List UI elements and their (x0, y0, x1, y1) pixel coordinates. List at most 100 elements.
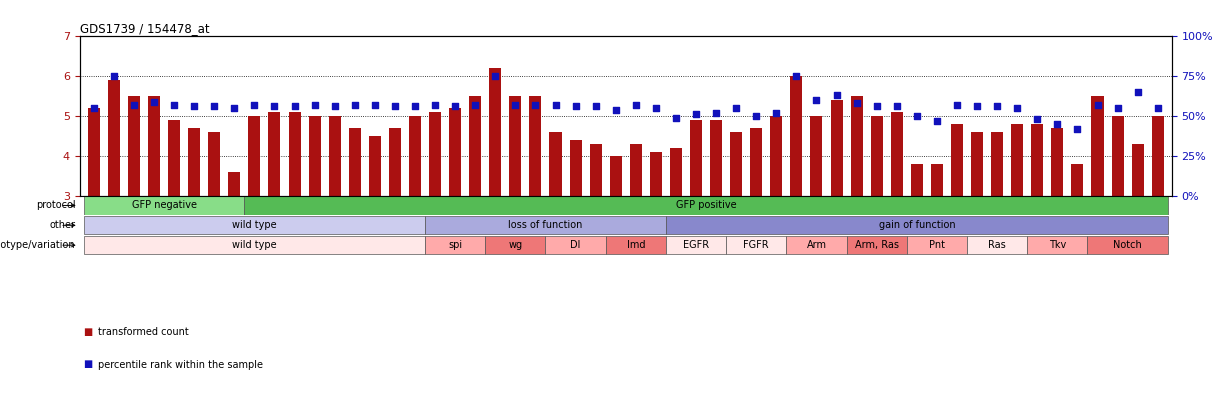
Point (606, 107, 626, 113)
Bar (730, 132, 742, 315)
Text: ■: ■ (83, 360, 93, 369)
Bar (348, 128, 361, 315)
Text: ■: ■ (83, 327, 93, 337)
Point (304, 102, 324, 108)
Point (806, 97, 826, 103)
Point (647, 105, 666, 111)
Point (626, 102, 645, 108)
Bar (690, 120, 702, 315)
Bar (128, 96, 140, 315)
Bar (1152, 116, 1163, 315)
Bar (168, 120, 180, 315)
Point (104, 73, 124, 79)
Text: loss of function: loss of function (508, 220, 583, 230)
Bar (790, 76, 802, 315)
Point (666, 114, 686, 121)
Point (988, 103, 1007, 110)
Text: GDS1739 / 154478_at: GDS1739 / 154478_at (80, 22, 210, 35)
Text: Ras: Ras (988, 240, 1006, 250)
Bar (847, 236, 907, 254)
Point (1148, 105, 1168, 111)
Text: protocol: protocol (36, 200, 75, 211)
Text: Imd: Imd (627, 240, 645, 250)
Text: EGFR: EGFR (683, 240, 709, 250)
Point (405, 103, 425, 110)
Point (907, 113, 926, 119)
Bar (831, 100, 843, 315)
Bar (425, 216, 666, 234)
Point (244, 102, 264, 108)
Bar (244, 196, 1168, 215)
Bar (991, 132, 1004, 315)
Bar (569, 140, 582, 315)
Bar (1131, 144, 1144, 315)
Point (967, 103, 987, 110)
Bar (910, 164, 923, 315)
Text: Arm, Ras: Arm, Ras (855, 240, 898, 250)
Point (867, 103, 887, 110)
Point (1128, 89, 1147, 95)
Bar (108, 80, 120, 315)
Bar (248, 116, 260, 315)
Text: Pnt: Pnt (929, 240, 945, 250)
Text: Arm: Arm (806, 240, 827, 250)
Text: GFP positive: GFP positive (676, 200, 736, 211)
Point (686, 111, 706, 117)
Bar (425, 236, 485, 254)
Point (746, 113, 766, 119)
Point (525, 102, 545, 108)
Point (947, 102, 967, 108)
Point (566, 103, 585, 110)
Point (445, 103, 465, 110)
Text: GFP negative: GFP negative (131, 200, 196, 211)
Text: FGFR: FGFR (744, 240, 769, 250)
Bar (1031, 124, 1043, 315)
Point (1108, 105, 1128, 111)
Point (827, 92, 847, 98)
Bar (787, 236, 847, 254)
Point (928, 117, 947, 124)
Bar (967, 236, 1027, 254)
Point (1087, 102, 1107, 108)
Point (1027, 116, 1047, 122)
Bar (1027, 236, 1087, 254)
Bar (83, 196, 244, 215)
Bar (1087, 236, 1168, 254)
Bar (389, 128, 401, 315)
Text: spi: spi (448, 240, 463, 250)
Bar (710, 120, 723, 315)
Bar (269, 112, 281, 315)
Bar (1052, 128, 1064, 315)
Point (364, 102, 384, 108)
Bar (1071, 164, 1083, 315)
Point (1067, 126, 1087, 132)
Bar (429, 112, 440, 315)
Text: percentile rank within the sample: percentile rank within the sample (98, 360, 263, 369)
Text: gain of function: gain of function (879, 220, 955, 230)
Text: transformed count: transformed count (98, 327, 189, 337)
Point (285, 103, 304, 110)
Point (707, 110, 726, 116)
Bar (490, 68, 502, 315)
Bar (228, 172, 240, 315)
Bar (288, 112, 301, 315)
Point (325, 103, 345, 110)
Point (145, 98, 164, 105)
Bar (309, 116, 320, 315)
Bar (1092, 96, 1103, 315)
Bar (83, 216, 425, 234)
Text: wg: wg (508, 240, 523, 250)
Bar (485, 236, 546, 254)
Point (124, 102, 144, 108)
Bar (971, 132, 983, 315)
Point (546, 102, 566, 108)
Bar (369, 136, 380, 315)
Bar (666, 216, 1168, 234)
Text: wild type: wild type (232, 220, 277, 230)
Point (184, 103, 204, 110)
Bar (449, 108, 461, 315)
Point (465, 102, 485, 108)
Point (767, 110, 787, 116)
Bar (811, 116, 822, 315)
Bar (650, 152, 661, 315)
